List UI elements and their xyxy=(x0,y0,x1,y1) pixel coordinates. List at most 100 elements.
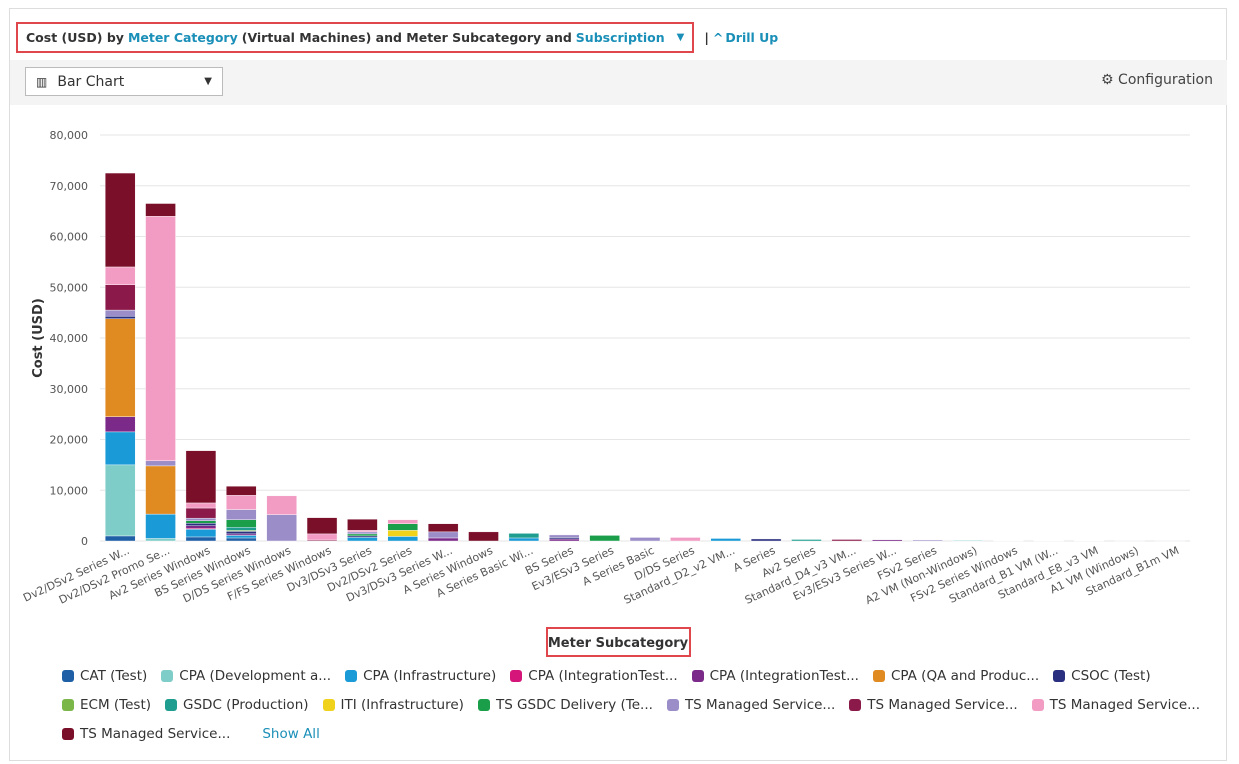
y-tick-label: 10,000 xyxy=(50,484,89,497)
bar-segment xyxy=(185,450,217,504)
legend-item[interactable]: CAT (Test) xyxy=(62,666,147,686)
legend-label: CPA (Infrastructure) xyxy=(363,668,497,684)
bar-segment xyxy=(145,465,176,515)
y-tick-label: 50,000 xyxy=(50,281,89,294)
legend-label: TS Managed Service... xyxy=(80,726,231,742)
show-all[interactable]: Show All xyxy=(262,726,320,742)
legend-item[interactable]: ITI (Infrastructure) xyxy=(322,695,464,715)
legend-swatch xyxy=(872,670,885,682)
chart-type: Bar Chart xyxy=(57,73,125,90)
legend-swatch xyxy=(1053,670,1066,682)
bar-segment xyxy=(750,538,782,542)
legend-label: TS GSDC Delivery (Te... xyxy=(495,697,653,713)
bar-segment xyxy=(104,535,136,542)
toolbar: ▥ Bar Chart ▼ ⚙ Configuration xyxy=(10,60,1227,105)
bar-segment xyxy=(226,531,257,535)
bar-segment xyxy=(347,535,378,538)
bar-segment xyxy=(670,537,701,542)
legend-swatch xyxy=(666,699,679,711)
legend-item[interactable]: ECM (Test) xyxy=(62,695,151,715)
legend-label: CPA (Development a... xyxy=(179,668,332,684)
bar-segment xyxy=(104,309,136,317)
legend-item[interactable]: TS Managed Service... xyxy=(666,695,836,715)
bar-segment xyxy=(387,530,418,537)
legend-label: TS Managed Service... xyxy=(1049,697,1201,713)
bar-segment xyxy=(427,531,459,539)
bar-segment xyxy=(185,502,217,509)
legend-item[interactable]: CPA (Development a... xyxy=(161,666,331,686)
header: Cost (USD) by Meter Category (Virtual Ma… xyxy=(16,20,778,54)
legend-swatch xyxy=(345,670,358,682)
y-tick-label: 80,000 xyxy=(50,129,89,142)
select-arrow: ▼ xyxy=(204,76,212,87)
legend-item[interactable]: TS Managed Service... xyxy=(62,724,230,744)
bar-segment xyxy=(872,539,903,542)
y-tick-label: 0 xyxy=(81,535,88,548)
bar-segment xyxy=(508,537,540,542)
bar-segment xyxy=(104,416,136,433)
legend-label: CPA (IntegrationTest... xyxy=(528,668,678,684)
legend-item[interactable]: CPA (IntegrationTest... xyxy=(510,666,678,686)
subscription-link[interactable]: Subscription xyxy=(575,29,665,45)
bar-segment xyxy=(226,533,257,536)
legend-label: TS Managed Service... xyxy=(684,697,836,713)
legend: CAT (Test) CPA (Development a... CPA (Infr… xyxy=(62,666,1202,744)
bar-segment xyxy=(185,529,217,538)
legend-item[interactable]: TS Managed Service... xyxy=(1031,695,1201,715)
bar-segment xyxy=(226,527,257,531)
gear-icon: ⚙ xyxy=(1101,72,1114,88)
legend-item[interactable]: CPA (QA and Produc... xyxy=(872,666,1039,686)
legend-swatch xyxy=(161,670,174,682)
configuration[interactable]: ⚙ Configuration xyxy=(1101,72,1213,88)
bar-segment xyxy=(185,517,217,521)
dropdown-arrow[interactable]: ▼ xyxy=(676,31,685,43)
bar-segment xyxy=(145,215,176,462)
caret: ^ xyxy=(712,29,724,45)
bar-segment xyxy=(226,509,257,520)
bar-segment xyxy=(266,495,297,515)
legend-item[interactable]: TS GSDC Delivery (Te... xyxy=(477,695,653,715)
legend-swatch xyxy=(849,699,862,711)
legend-item[interactable]: CPA (IntegrationTest... xyxy=(691,666,859,686)
bar-segment xyxy=(387,519,418,524)
bar-segment xyxy=(185,507,217,519)
chart: Cost (USD) Meter Subcategory 0 10,000 20,0… xyxy=(21,129,1190,657)
bar-segment xyxy=(387,536,418,542)
legend-item[interactable]: TS Managed Service... xyxy=(849,695,1018,715)
bar-segment xyxy=(952,540,984,542)
legend-label: ECM (Test) xyxy=(80,697,152,713)
bar-segment xyxy=(710,538,741,542)
chart-type-select[interactable]: ▥ Bar Chart ▼ xyxy=(25,67,223,96)
bar-segment xyxy=(629,537,661,542)
category-link[interactable]: Meter Category xyxy=(127,29,238,45)
legend-item[interactable]: GSDC (Production) xyxy=(165,695,309,715)
bar-segment xyxy=(306,533,338,541)
legend-item[interactable]: CPA (Infrastructure) xyxy=(345,666,496,686)
title-text: Cost (USD) by xyxy=(26,29,124,45)
legend-label: CPA (IntegrationTest... xyxy=(709,668,859,684)
legend-label: CAT (Test) xyxy=(80,668,148,684)
legend-swatch xyxy=(1031,699,1044,711)
bar-segment xyxy=(347,537,378,542)
bar-segment xyxy=(104,266,136,285)
bar-segment xyxy=(306,517,338,535)
legend-swatch xyxy=(62,728,74,740)
bar-segment xyxy=(104,172,136,268)
bar-segment xyxy=(104,284,136,311)
legend-item[interactable]: CSOC (Test) xyxy=(1053,666,1151,686)
bar-segment xyxy=(104,315,136,319)
bar-segment xyxy=(347,518,378,531)
bar-segment xyxy=(549,537,580,540)
bar-segment xyxy=(145,460,176,467)
legend-swatch xyxy=(165,699,178,711)
legend-swatch xyxy=(62,699,74,711)
chart-icon: ▥ xyxy=(36,74,48,89)
bar-segment xyxy=(387,523,418,531)
y-tick-label: 60,000 xyxy=(50,231,89,244)
bar-segment xyxy=(589,535,620,542)
bar-segment xyxy=(145,513,176,539)
bar-segment xyxy=(104,464,136,537)
bar-segment xyxy=(226,495,257,510)
drill-up[interactable]: Drill Up xyxy=(725,29,779,45)
